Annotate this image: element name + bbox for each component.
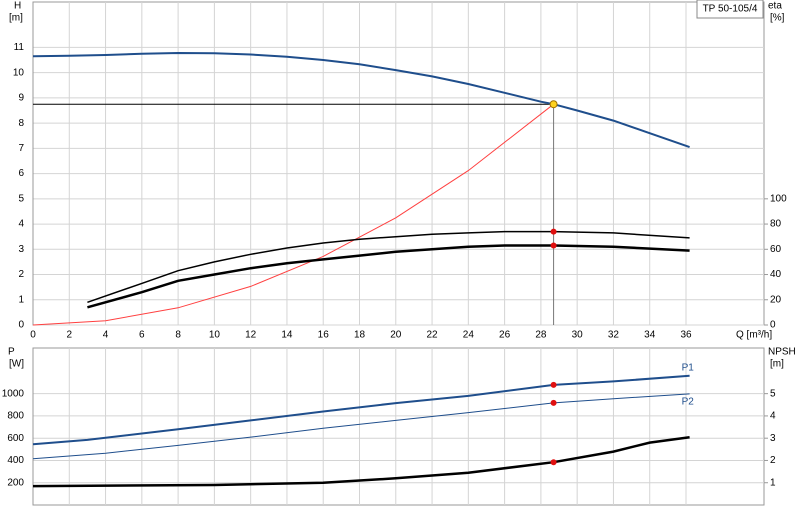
x-tick-label: 28	[535, 330, 547, 341]
x-tick-label: 30	[572, 330, 584, 341]
x-tick-label: 12	[245, 330, 257, 341]
y2-tick-label: 5	[770, 388, 776, 399]
x-tick-label: 10	[209, 330, 221, 341]
y-axis-unit: [W]	[9, 359, 24, 370]
x-tick-label: 34	[644, 330, 656, 341]
x-tick-label: 14	[281, 330, 293, 341]
y-tick-label: 6	[18, 168, 24, 179]
x-tick-label: 26	[499, 330, 511, 341]
x-tick-label: 0	[30, 330, 36, 341]
y-tick-label: 800	[7, 411, 24, 422]
y-tick-label: 2	[18, 269, 24, 280]
x-tick-label: 4	[103, 330, 109, 341]
x-axis-label: Q [m³/h]	[736, 330, 772, 341]
curve-label: P2	[682, 397, 695, 408]
x-tick-label: 8	[175, 330, 181, 341]
curve	[32, 51, 690, 149]
curve	[32, 393, 690, 460]
y2-tick-label: 20	[770, 294, 782, 305]
legend-box	[696, 0, 764, 19]
y-tick-label: 4	[18, 219, 24, 230]
plot-area	[32, 1, 765, 326]
y-tick-label: 600	[7, 433, 24, 444]
y-tick-label: 11	[14, 42, 25, 53]
duty-point	[550, 381, 557, 388]
y2-tick-label: 100	[770, 193, 787, 204]
curve	[87, 230, 690, 304]
operating-point	[549, 100, 558, 109]
y2-tick-label: 60	[770, 244, 782, 255]
y2-tick-label: 1	[770, 477, 776, 488]
y2-axis-label: NPSH	[768, 347, 796, 358]
x-tick-label: 22	[426, 330, 438, 341]
duty-point	[550, 399, 557, 406]
duty-point	[550, 242, 557, 249]
y2-axis-unit: [%]	[770, 13, 785, 24]
curve	[32, 436, 690, 488]
y-tick-label: 8	[18, 118, 24, 129]
y2-tick-label: 2	[770, 455, 776, 466]
x-tick-label: 24	[463, 330, 475, 341]
y-tick-label: 200	[7, 477, 24, 488]
y2-axis-unit: [m]	[770, 359, 784, 370]
x-tick-label: 6	[139, 330, 145, 341]
curve	[32, 374, 690, 446]
y-tick-label: 0	[18, 320, 24, 331]
y2-tick-label: 80	[770, 219, 782, 230]
duty-point	[550, 228, 557, 235]
y2-axis-label: eta	[768, 1, 782, 12]
y-tick-label: 7	[18, 143, 24, 154]
x-tick-label: 18	[354, 330, 366, 341]
x-tick-label: 32	[608, 330, 620, 341]
y-tick-label: 9	[18, 93, 24, 104]
y-axis-unit: [m]	[9, 13, 23, 24]
y-tick-label: 400	[7, 455, 24, 466]
y-axis-label: P	[8, 347, 15, 358]
plot-area	[32, 347, 765, 506]
curve	[32, 103, 554, 326]
y-tick-label: 3	[18, 244, 24, 255]
curve	[87, 244, 690, 309]
curve-label: P1	[682, 362, 695, 373]
y-tick-label: 1000	[2, 388, 25, 399]
y2-tick-label: 40	[770, 269, 782, 280]
y-tick-label: 1	[18, 294, 24, 305]
x-tick-label: 36	[680, 330, 692, 341]
duty-point	[550, 459, 557, 466]
y2-tick-label: 4	[770, 411, 776, 422]
y2-tick-label: 0	[770, 320, 776, 331]
y-tick-label: 10	[13, 67, 25, 78]
y2-tick-label: 3	[770, 433, 776, 444]
legend-text: TP 50-105/4	[703, 4, 758, 15]
x-tick-label: 16	[318, 330, 330, 341]
x-tick-label: 20	[390, 330, 402, 341]
y-tick-label: 5	[18, 193, 24, 204]
x-tick-label: 2	[66, 330, 72, 341]
y-axis-label: H	[14, 1, 21, 12]
